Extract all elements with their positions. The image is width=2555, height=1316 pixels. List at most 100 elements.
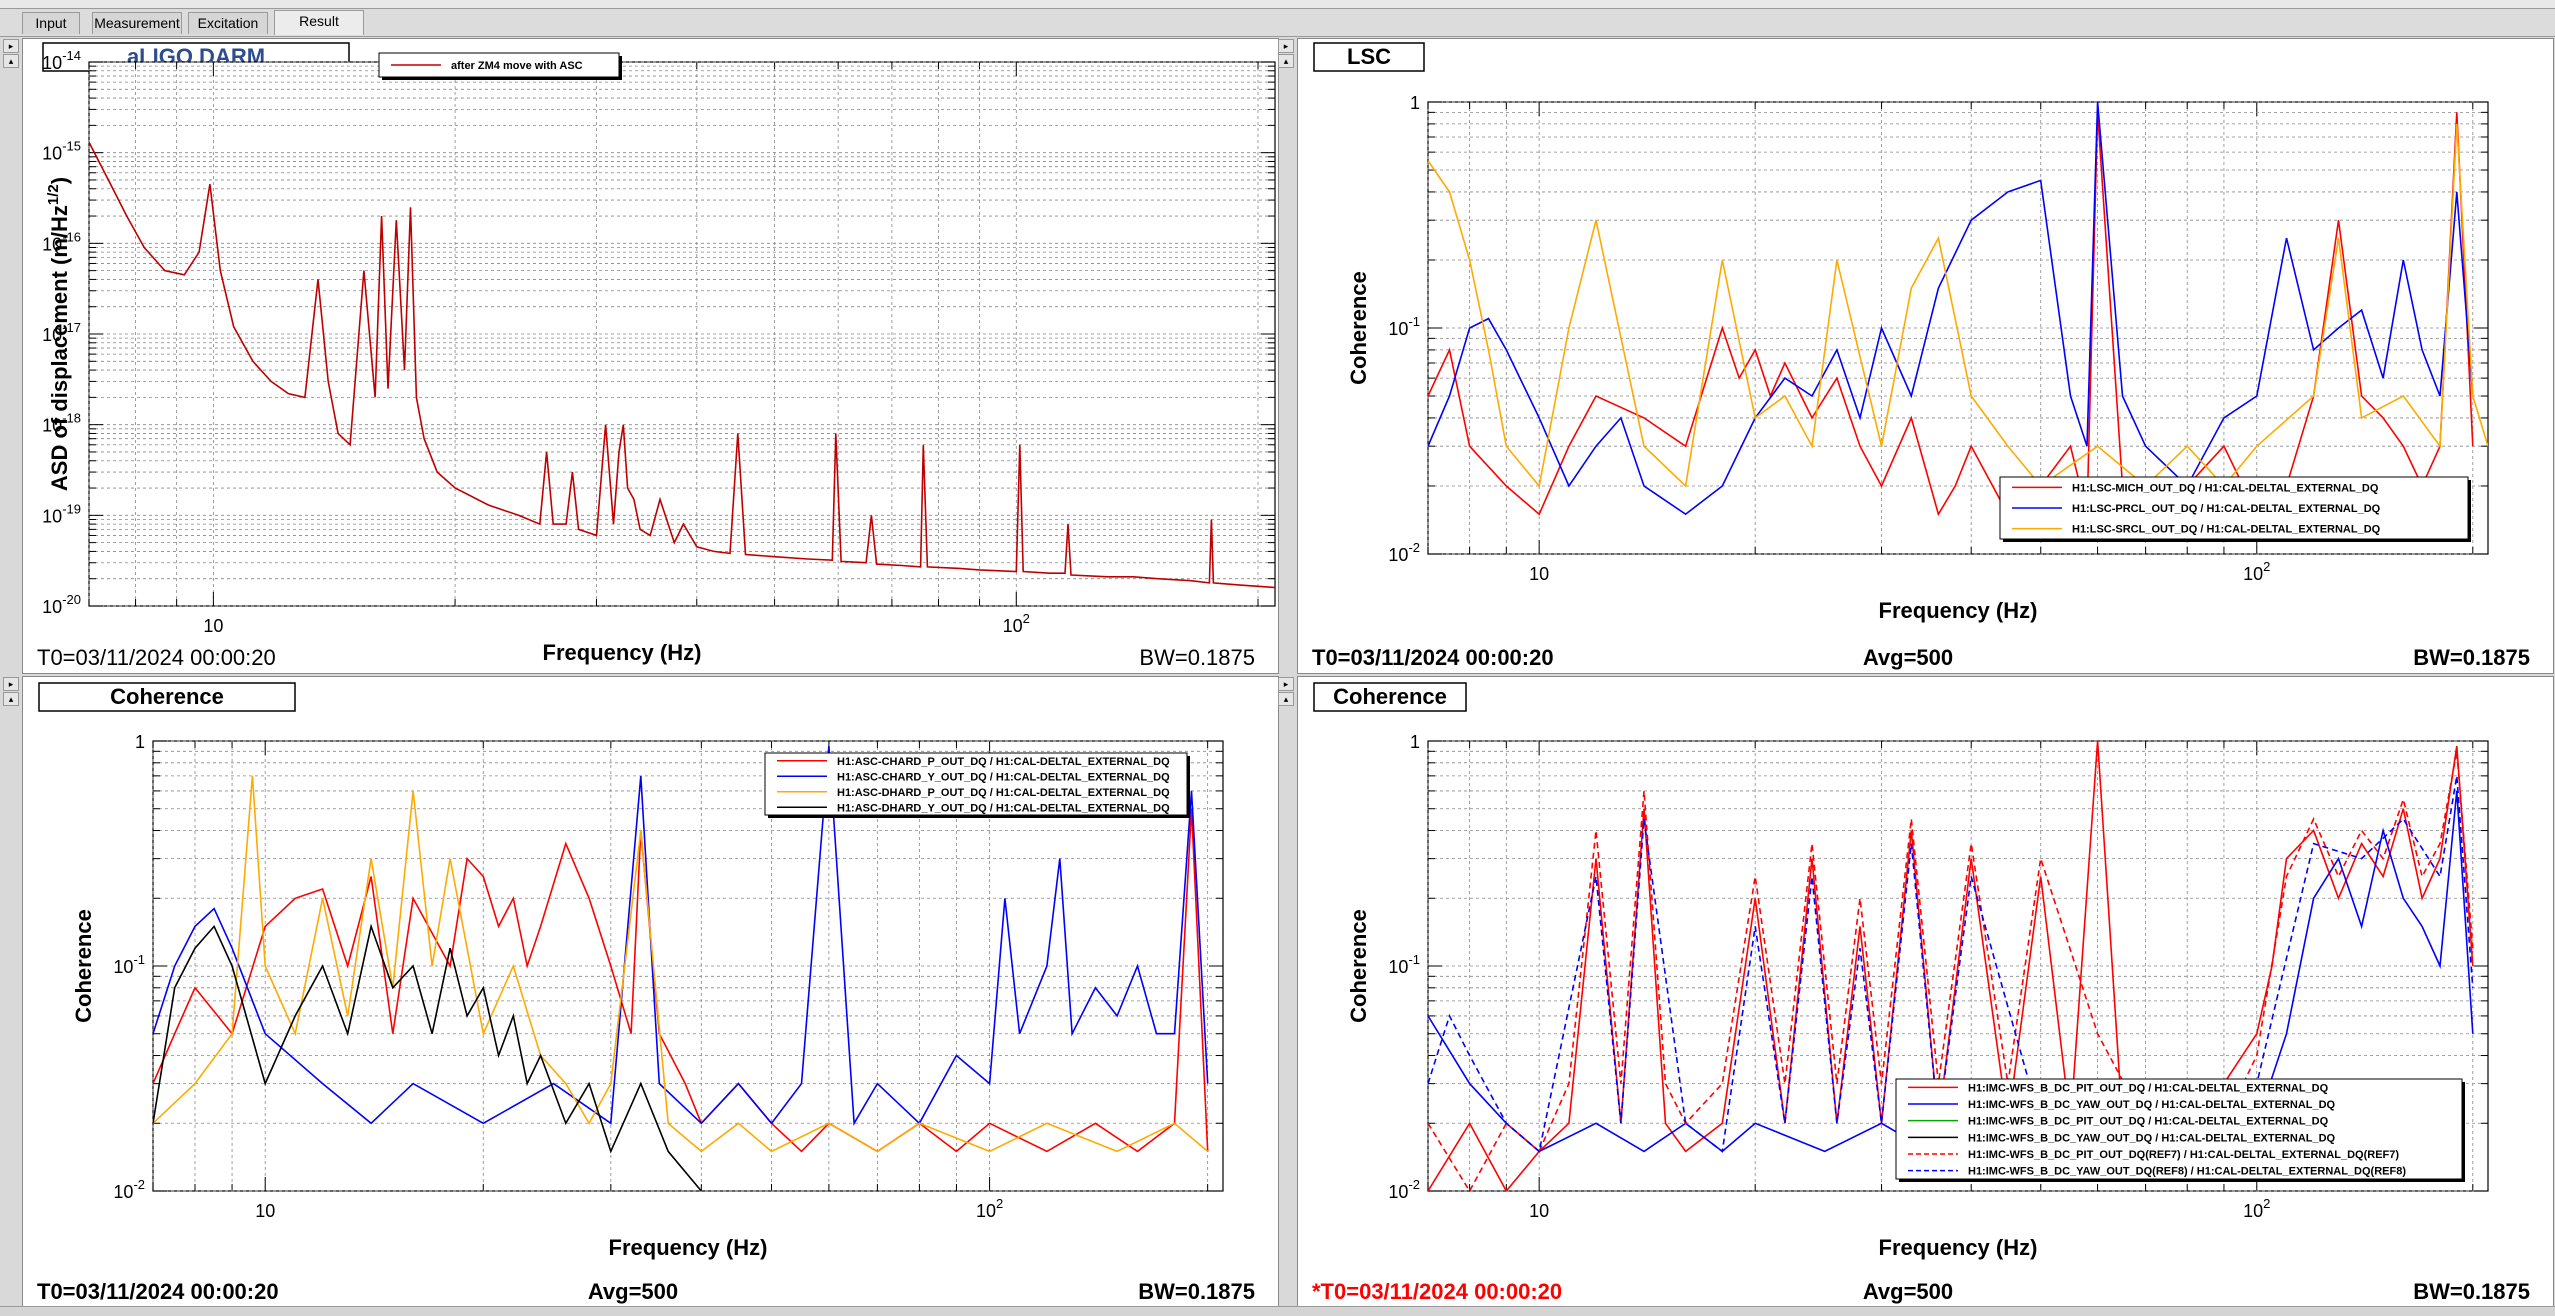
y-tick-label-base: 10 [42, 234, 62, 254]
panel-scroll-down-button[interactable]: ▴ [1278, 692, 1294, 706]
tab-measurement[interactable]: Measurement [92, 12, 182, 34]
series-group [153, 745, 1209, 1191]
panel-scroll-down-button[interactable]: ▴ [3, 692, 19, 706]
plot-panel-coherence-imc: ▸ ▴ Coherence 1 10-1 10-2 10 102 Frequency (Hz… [1278, 676, 2554, 1308]
legend-entry: H1:ASC-DHARD_P_OUT_DQ / H1:CAL-DELTAL_EX… [837, 787, 1170, 799]
legend-entry: H1:IMC-WFS_B_DC_YAW_OUT_DQ(REF8) / H1:CA… [1968, 1166, 2406, 1178]
y-tick-label-exp: -1 [1408, 952, 1420, 967]
y-tick-label-base: 10 [42, 416, 62, 436]
y-tick-label-base: 10 [42, 506, 62, 526]
y-tick-label: 10-2 [1388, 1177, 1420, 1202]
plot-title: Coherence [110, 684, 224, 709]
y-tick-label: 10-15 [42, 139, 81, 164]
plot-darm-svg[interactable]: aLIGO DARM10-1410-1510-1610-1710-1810-19… [23, 39, 1278, 673]
y-tick-label: 10-2 [113, 1177, 145, 1202]
y-tick-label-base: 10 [113, 957, 133, 977]
x-tick-label-base: 10 [2243, 1201, 2263, 1221]
footer-avg: Avg=500 [588, 1279, 678, 1304]
legend-entry: H1:IMC-WFS_B_DC_YAW_OUT_DQ / H1:CAL-DELT… [1968, 1132, 2336, 1144]
legend-entry: H1:ASC-CHARD_Y_OUT_DQ / H1:CAL-DELTAL_EX… [837, 771, 1170, 783]
legend-box [1999, 476, 2469, 540]
x-tick-label-base: 10 [203, 616, 223, 636]
x-tick-label-exp: 2 [2263, 559, 2270, 574]
series-line-2 [1428, 123, 2488, 488]
plot-area [88, 61, 1276, 607]
y-tick-label-exp: -17 [62, 320, 81, 335]
footer-t0: *T0=03/11/2024 00:00:20 [1312, 1279, 1562, 1304]
panel-scroll-down-button[interactable]: ▴ [1278, 54, 1294, 68]
x-tick-label-base: 10 [2243, 564, 2263, 584]
footer-bw: BW=0.1875 [2413, 1279, 2530, 1304]
series-line-1 [153, 745, 1209, 1126]
legend-entry: after ZM4 move with ASC [451, 60, 583, 72]
y-axis-label: ASD of displacement (m/Hz1/2) [45, 177, 72, 491]
tab-result[interactable]: Result [274, 10, 364, 35]
y-tick-label-exp: -19 [62, 501, 81, 516]
y-axis-label-text: Coherence [71, 909, 96, 1023]
x-tick-label: 102 [2243, 559, 2270, 584]
series-line-3 [1428, 775, 2474, 1153]
y-tick-label: 10-19 [42, 501, 81, 526]
footer-bw: BW=0.1875 [2413, 645, 2530, 670]
status-bar [0, 1306, 2555, 1316]
panel-scroll-down-button[interactable]: ▴ [3, 54, 19, 68]
plot-title-box [1313, 682, 1467, 712]
footer-t0: T0=03/11/2024 00:00:20 [1312, 645, 1554, 670]
y-axis-label-text: Coherence [1346, 271, 1371, 385]
tab-input[interactable]: Input [22, 12, 80, 34]
y-tick-label-base: 10 [42, 325, 62, 345]
legend-box [764, 752, 1188, 816]
panel-scroll-up-button[interactable]: ▸ [1278, 39, 1294, 53]
footer-bw: BW=0.1875 [1139, 645, 1255, 670]
y-tick-label: 10-1 [113, 952, 145, 977]
legend-entry: H1:LSC-PRCL_OUT_DQ / H1:CAL-DELTAL_EXTER… [2072, 503, 2381, 515]
x-tick-label: 10 [1529, 564, 1549, 584]
x-tick-label: 10 [255, 1201, 275, 1221]
panel-scroll-up-button[interactable]: ▸ [3, 677, 19, 691]
x-tick-label: 102 [2243, 1196, 2270, 1221]
panel-scroll-up-button[interactable]: ▸ [1278, 677, 1294, 691]
tab-excitation[interactable]: Excitation [188, 12, 268, 34]
x-tick-label: 10 [203, 616, 223, 636]
menu-bar [0, 0, 2555, 9]
series-group [89, 141, 1275, 589]
series-line-1 [1428, 102, 2474, 516]
y-tick-label: 1 [135, 732, 145, 752]
series-line-0 [89, 141, 1275, 589]
y-tick-label-base: 1 [1410, 93, 1420, 113]
legend-entry: H1:ASC-DHARD_Y_OUT_DQ / H1:CAL-DELTAL_EX… [837, 802, 1170, 814]
footer-t0: T0=03/11/2024 00:00:20 [37, 1279, 279, 1304]
plot-title-box [38, 682, 296, 712]
y-tick-label-base: 10 [42, 53, 62, 73]
y-tick-label-base: 10 [1388, 1182, 1408, 1202]
y-axis-label: Coherence [71, 909, 96, 1023]
y-axis-label-sup: 1/2 [45, 184, 62, 205]
y-tick-label: 10-2 [1388, 540, 1420, 565]
y-tick-label: 1 [1410, 732, 1420, 752]
x-axis-label: Frequency (Hz) [1879, 598, 2038, 623]
plot-title: Coherence [1333, 684, 1447, 709]
y-tick-label-base: 1 [135, 732, 145, 752]
plot-panel-coherence-asc: ▸ ▴ Coherence 1 10-1 10-2 10 102 Frequency (Hz… [3, 676, 1279, 1308]
x-tick-label-base: 10 [976, 1201, 996, 1221]
plot-title-box [1313, 42, 1425, 72]
x-tick-label-base: 10 [1529, 1201, 1549, 1221]
panel-scroll-up-button[interactable]: ▸ [3, 39, 19, 53]
legend-entry: H1:IMC-WFS_B_DC_PIT_OUT_DQ(REF7) / H1:CA… [1968, 1149, 2399, 1161]
y-tick-label-base: 10 [1388, 957, 1408, 977]
x-tick-label-exp: 2 [996, 1196, 1003, 1211]
y-tick-label-base: 1 [1410, 732, 1420, 752]
y-tick-label-base: 10 [113, 1182, 133, 1202]
y-tick-label-base: 10 [1388, 319, 1408, 339]
y-tick-label-exp: -2 [1408, 1177, 1420, 1192]
x-tick-label: 10 [1529, 1201, 1549, 1221]
y-tick-label-exp: -1 [1408, 314, 1420, 329]
footer-t0: T0=03/11/2024 00:00:20 [37, 645, 276, 670]
y-tick-label: 10-20 [42, 592, 81, 617]
y-tick-label-exp: -1 [133, 952, 145, 967]
x-tick-label-base: 10 [1529, 564, 1549, 584]
y-axis-label-tail: ) [47, 177, 72, 184]
